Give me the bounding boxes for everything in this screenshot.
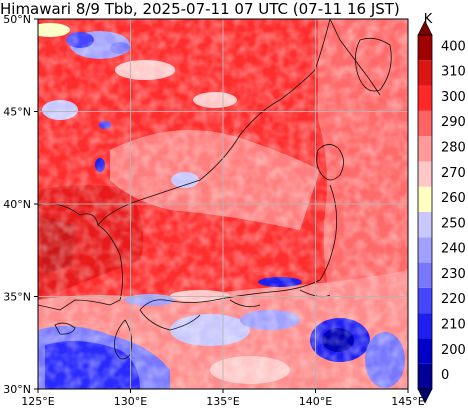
colorbar-swatch [418,262,432,288]
colorbar-swatches [417,20,433,404]
lon-tick-label: 140°E [299,395,332,408]
colorbar-tick-label: 400 [441,39,466,54]
lon-tick-label: 145°E [391,395,424,408]
colorbar-tick-label: 220 [441,292,466,307]
colorbar-swatch [418,338,432,364]
colorbar-unit-label: K [424,12,433,27]
colorbar-tick-labels: 0 200 210 220 230 240 250 260 270 280 290 300 310 400 [441,39,466,383]
axis-ticks [34,18,409,393]
colorbar-tick-label: 250 [441,216,466,231]
colorbar-swatch [418,110,432,137]
colorbar-tick-label: 290 [441,115,466,130]
colorbar-swatch [418,212,432,238]
lat-tick-labels: 30°N 35°N 40°N 45°N 50°N [3,13,31,396]
colorbar-tick-label: 260 [441,191,466,206]
colorbar-swatch [418,85,432,111]
colorbar-tick-label: 230 [441,267,466,282]
colorbar-tick-label: 210 [441,318,466,333]
colorbar-swatch [418,313,432,339]
colorbar: K 0 200 210 220 230 240 250 260 270 280 290 300 310 4… [417,12,466,404]
gridlines [38,19,408,389]
lat-tick-label: 45°N [3,106,31,119]
lat-tick-label: 35°N [3,291,31,304]
lon-tick-label: 135°E [206,395,239,408]
colorbar-swatch [418,35,432,61]
lon-tick-labels: 125°E 130°E 135°E 140°E 145°E [21,395,424,408]
lat-tick-label: 50°N [3,13,31,26]
colorbar-swatch [418,237,432,263]
chart-title: Himawari 8/9 Tbb, 2025-07-11 07 UTC (07-… [0,0,400,18]
colorbar-tick-label: 300 [441,90,466,105]
colorbar-tick-label: 200 [441,343,466,358]
colorbar-frame [417,34,433,390]
colorbar-tick-label: 280 [441,141,466,156]
colorbar-swatch [418,136,432,162]
colorbar-swatch [418,60,432,86]
colorbar-swatch [418,161,432,187]
lat-tick-label: 30°N [3,383,31,396]
colorbar-swatch [418,186,432,212]
colorbar-tick-label: 310 [441,65,466,80]
lat-tick-label: 40°N [3,198,31,211]
colorbar-tick-label: 0 [441,368,449,383]
colorbar-tick-label: 240 [441,242,466,257]
lon-tick-label: 125°E [21,395,54,408]
colorbar-tick-label: 270 [441,166,466,181]
lon-tick-label: 130°E [114,395,147,408]
colorbar-swatch [418,363,432,389]
colorbar-swatch [418,287,432,314]
